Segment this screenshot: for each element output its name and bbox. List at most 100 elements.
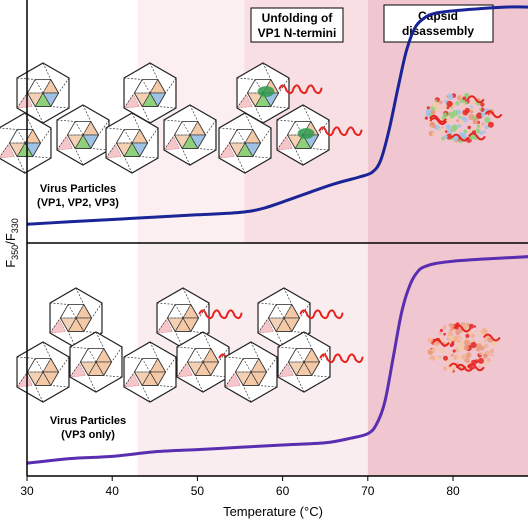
top-virus-particles-line2: (VP1, VP2, VP3) — [37, 197, 119, 209]
debris-particle — [434, 355, 440, 361]
debris-particle — [443, 355, 448, 361]
debris-particle — [424, 116, 428, 120]
debris-particle — [446, 100, 453, 107]
n-termini-strand — [299, 309, 344, 320]
debris-particle — [429, 336, 433, 340]
debris-strand — [482, 333, 501, 342]
capsid-icon — [123, 341, 177, 403]
debris-particle — [427, 121, 430, 124]
debris-particle — [444, 134, 448, 139]
n-termini-strand — [198, 309, 243, 320]
capsid-icon — [163, 104, 217, 166]
debris-particle — [463, 129, 468, 134]
debris-particle — [481, 328, 488, 335]
debris-particle — [486, 357, 492, 363]
debris-strand — [451, 133, 469, 142]
x-axis-ticks: 30 40 50 60 70 80 — [20, 476, 460, 498]
debris-particle — [456, 119, 460, 123]
bottom-virus-particles-line2: (VP3 only) — [61, 429, 115, 441]
debris-particle — [472, 118, 479, 124]
x-tick-label: 40 — [106, 484, 120, 498]
debris-particle — [446, 106, 450, 110]
capsid-icon — [0, 112, 52, 174]
debris-strand — [453, 324, 472, 333]
debris-particle — [462, 96, 467, 101]
capsid-icon — [56, 104, 110, 166]
debris-particle — [469, 105, 473, 109]
debris-particle — [478, 357, 484, 364]
debris-particle — [453, 335, 460, 342]
debris-particle — [431, 132, 436, 136]
debris-particle — [469, 109, 474, 114]
debris-particle — [434, 340, 440, 347]
debris-particle — [455, 101, 460, 106]
debris-particle — [467, 125, 471, 130]
debris-particle — [483, 343, 489, 349]
capsid-icon — [257, 287, 344, 349]
capsid-icon — [236, 62, 323, 124]
debris-particle — [465, 333, 470, 338]
debris-particle — [451, 340, 455, 344]
debris-particle — [476, 112, 483, 119]
debris-particle — [463, 345, 469, 351]
debris-particle — [441, 347, 447, 354]
debris-particle — [438, 331, 442, 336]
x-tick-label: 60 — [276, 484, 290, 498]
debris-particle — [443, 333, 446, 336]
debris-particle — [470, 333, 476, 339]
debris-particle — [480, 102, 485, 107]
debris-particle — [479, 351, 483, 356]
debris-particle — [441, 107, 445, 111]
bottom-virus-particles-line1: Virus Particles — [50, 415, 126, 427]
y-axis-title: F350/F330 — [3, 218, 20, 268]
debris-strand — [466, 95, 485, 104]
debris-particle — [489, 348, 495, 354]
debris-particle — [468, 330, 472, 335]
debris-particle — [452, 349, 456, 353]
debris-particle — [490, 353, 494, 357]
debris-strand — [429, 117, 448, 126]
x-tick-label: 50 — [191, 484, 205, 498]
debris-particle — [439, 337, 444, 341]
debris-particle — [480, 112, 486, 118]
debris-particle — [451, 353, 454, 357]
debris-particle — [442, 112, 448, 118]
debris-particle — [427, 350, 433, 355]
debris-strand — [448, 362, 467, 371]
capsid-icon — [218, 112, 272, 174]
capsid-illustrations — [0, 62, 364, 403]
capsid-icon — [16, 341, 70, 403]
debris-particle — [484, 339, 487, 342]
capsid-icon — [105, 112, 159, 174]
debris-particle — [461, 323, 468, 330]
unfolding-label-line2: VP1 N-termini — [258, 26, 337, 40]
debris-particle — [474, 330, 477, 334]
debris-particle — [474, 359, 479, 364]
debris-particle — [450, 332, 454, 336]
capsid-icon — [49, 287, 103, 349]
debris-particle — [484, 124, 490, 130]
debris-particle — [448, 323, 453, 328]
debris-particle — [483, 361, 489, 366]
disassembled-capsid-debris — [424, 92, 503, 373]
debris-particle — [470, 342, 477, 349]
debris-particle — [434, 99, 438, 103]
debris-particle — [468, 323, 474, 329]
debris-particle — [447, 332, 452, 337]
debris-particle — [441, 136, 446, 141]
debris-particle — [482, 130, 486, 134]
debris-particle — [462, 109, 469, 116]
debris-particle — [487, 121, 494, 128]
debris-particle — [434, 107, 440, 113]
debris-particle — [439, 328, 443, 333]
debris-particle — [473, 325, 477, 328]
debris-particle — [458, 115, 462, 119]
unfolding-label-box: Unfolding of VP1 N-termini — [250, 7, 344, 43]
debris-particle — [431, 347, 437, 354]
debris-particle — [452, 124, 458, 131]
debris-particle — [459, 120, 464, 125]
capsid-icon — [277, 331, 364, 393]
debris-particle — [455, 329, 461, 335]
debris-particle — [471, 100, 475, 105]
